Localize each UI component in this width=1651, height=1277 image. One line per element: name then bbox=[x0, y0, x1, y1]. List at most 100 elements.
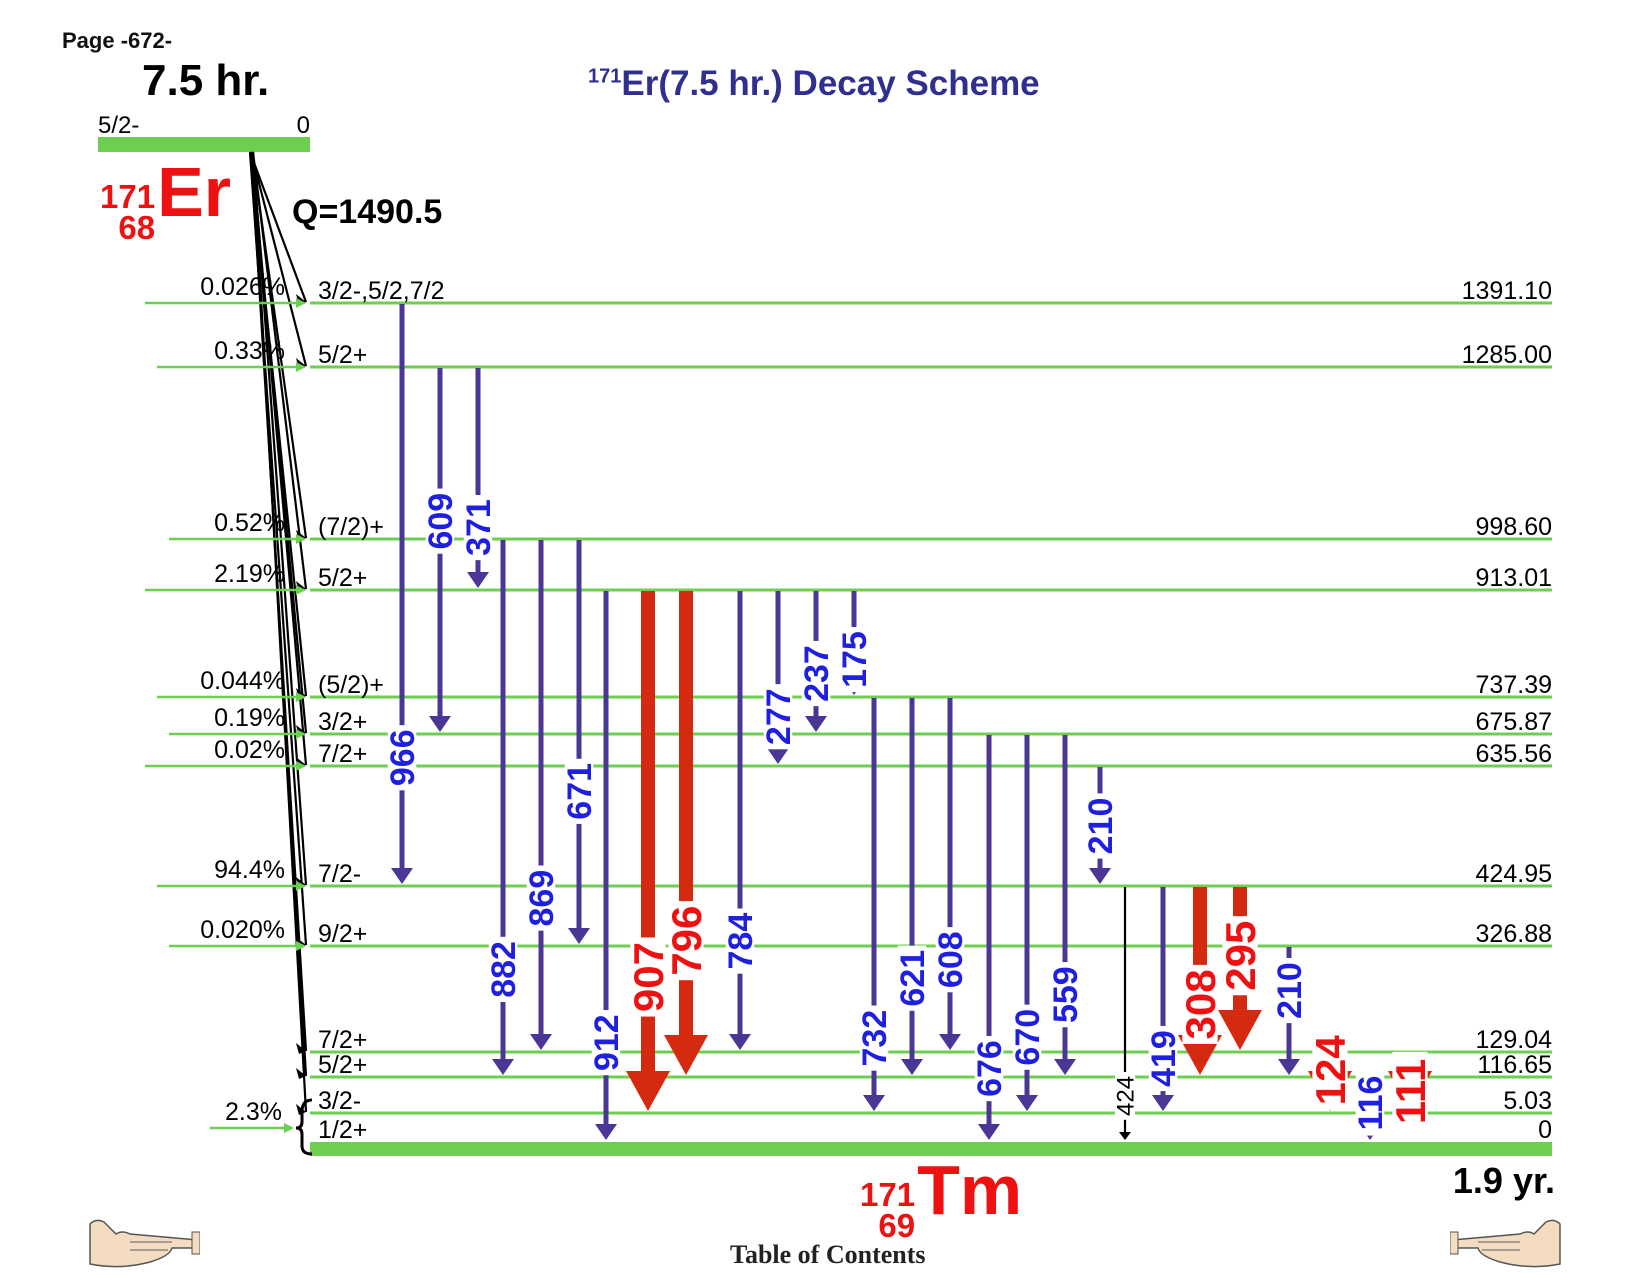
gamma-label-group-13: 732 bbox=[856, 1005, 894, 1071]
gamma-label-group-27: 111 bbox=[1387, 1051, 1434, 1131]
branch-feed-arrow-8 bbox=[296, 941, 306, 951]
beta-branch-0: 0.026% bbox=[200, 273, 285, 301]
level-spin-2: (7/2)+ bbox=[318, 513, 384, 541]
gamma-label-group-6: 912 bbox=[588, 1010, 626, 1076]
beta-branch-3: 2.19% bbox=[214, 560, 285, 588]
gamma-label-knockout-18 bbox=[1050, 962, 1080, 1028]
gamma-label-9: 784 bbox=[722, 913, 760, 970]
gamma-label-11: 237 bbox=[798, 645, 836, 702]
gamma-label-group-15: 608 bbox=[932, 927, 970, 993]
gamma-label-knockout-26 bbox=[1355, 1070, 1385, 1136]
gamma-label-knockout-3 bbox=[488, 936, 518, 1002]
gamma-label-7: 907 bbox=[625, 942, 672, 1012]
gamma-label-knockout-15 bbox=[935, 927, 965, 993]
branch-feed-arrow-5 bbox=[296, 729, 306, 739]
gamma-arrowhead-5 bbox=[568, 928, 590, 944]
beta-branch-7: 94.4% bbox=[214, 856, 285, 884]
level-energy-1: 1285.00 bbox=[1462, 341, 1552, 369]
gamma-label-knockout-25 bbox=[1312, 1030, 1348, 1110]
gamma-label-knockout-13 bbox=[859, 1005, 889, 1071]
ground-pair-branch: 2.3% bbox=[225, 1098, 282, 1126]
parent-symbol: Er bbox=[157, 153, 231, 231]
gamma-label-group-7: 907 bbox=[625, 937, 672, 1017]
branch-feed-arrow-1 bbox=[296, 362, 306, 372]
gamma-label-knockout-14 bbox=[897, 945, 927, 1011]
level-spin-4: (5/2)+ bbox=[318, 671, 384, 699]
branch-feed-arrow-2 bbox=[296, 534, 306, 544]
gamma-label-group-19: 210 bbox=[1082, 793, 1120, 859]
q-value: Q=1490.5 bbox=[292, 193, 443, 231]
gamma-arrowhead-9 bbox=[729, 1034, 751, 1050]
gamma-label-14: 621 bbox=[894, 950, 932, 1007]
gamma-arrowhead-3 bbox=[492, 1059, 514, 1075]
level-spin-7: 7/2- bbox=[318, 860, 361, 888]
branch-feed-arrow-0 bbox=[296, 298, 306, 308]
branch-feed-arrow-3 bbox=[296, 585, 306, 595]
gamma-label-15: 608 bbox=[932, 931, 970, 988]
level-spin-3: 5/2+ bbox=[318, 564, 367, 592]
gamma-label-group-23: 295 bbox=[1217, 916, 1264, 996]
parent-level-bar bbox=[98, 137, 310, 152]
ground-pair-feed-arrow bbox=[284, 1123, 294, 1133]
gamma-label-23: 295 bbox=[1217, 921, 1264, 991]
table-of-contents-link[interactable]: Table of Contents bbox=[730, 1240, 926, 1269]
gamma-label-group-14: 621 bbox=[894, 945, 932, 1011]
level-energy-0: 1391.10 bbox=[1462, 277, 1552, 305]
gamma-label-knockout-8 bbox=[668, 901, 704, 981]
gamma-label-1: 609 bbox=[422, 493, 460, 550]
title-text: Er(7.5 hr.) Decay Scheme bbox=[621, 64, 1040, 103]
gamma-label-24: 210 bbox=[1271, 962, 1309, 1019]
gamma-label-group-24: 210 bbox=[1271, 957, 1309, 1024]
daughter-half-life: 1.9 yr. bbox=[1452, 1160, 1555, 1201]
gamma-label-5: 671 bbox=[561, 763, 599, 820]
gamma-arrowhead-21 bbox=[1152, 1095, 1174, 1111]
gamma-label-20: 424 bbox=[1113, 1076, 1140, 1116]
gamma-label-group-5: 671 bbox=[561, 758, 599, 824]
gamma-label-knockout-11 bbox=[801, 640, 831, 707]
gamma-label-knockout-6 bbox=[591, 1010, 621, 1076]
gamma-arrowhead-24 bbox=[1278, 1059, 1300, 1075]
parent-atomic-number: 68 bbox=[118, 208, 156, 246]
gamma-label-4: 869 bbox=[523, 870, 561, 927]
gamma-label-22: 308 bbox=[1177, 969, 1224, 1039]
gamma-arrowhead-20 bbox=[1119, 1132, 1131, 1140]
beta-feed-line-0 bbox=[248, 151, 308, 303]
gamma-arrowhead-11 bbox=[805, 716, 827, 732]
gamma-arrowhead-22 bbox=[1178, 1035, 1222, 1075]
level-energy-11: 5.03 bbox=[1503, 1087, 1552, 1115]
gamma-label-18: 559 bbox=[1047, 966, 1085, 1023]
ground-pair-brace bbox=[295, 1098, 313, 1156]
gamma-label-knockout-7 bbox=[630, 937, 666, 1017]
gamma-arrowhead-17 bbox=[1016, 1095, 1038, 1111]
level-spin-1: 5/2+ bbox=[318, 341, 367, 369]
gamma-label-26: 116 bbox=[1352, 1076, 1390, 1131]
beta-branch-1: 0.33% bbox=[214, 337, 285, 365]
gamma-arrowhead-16 bbox=[978, 1124, 1000, 1140]
gamma-label-knockout-12 bbox=[839, 626, 869, 693]
gamma-arrowhead-2 bbox=[467, 572, 489, 588]
gamma-label-group-11: 237 bbox=[798, 640, 836, 707]
gamma-label-knockout-20 bbox=[1114, 1072, 1136, 1120]
gamma-arrowhead-14 bbox=[901, 1059, 923, 1075]
daughter-nuclide: 171 69Tm bbox=[860, 1150, 1023, 1242]
branch-feed-arrow-7 bbox=[296, 881, 306, 891]
pointing-hand-right-icon[interactable] bbox=[1449, 1212, 1590, 1277]
gamma-label-group-18: 559 bbox=[1047, 962, 1085, 1028]
level-spin-0: 3/2-,5/2,7/2 bbox=[318, 277, 444, 305]
daughter-mass-number: 171 bbox=[860, 1175, 916, 1213]
gamma-arrowhead-0 bbox=[391, 868, 413, 884]
title-mass-number: 171 bbox=[588, 65, 622, 88]
gamma-label-group-22: 308 bbox=[1177, 964, 1224, 1044]
level-energy-5: 675.87 bbox=[1476, 708, 1552, 736]
daughter-symbol: Tm bbox=[917, 1151, 1023, 1229]
level-energy-3: 913.01 bbox=[1476, 564, 1552, 592]
gamma-label-2: 371 bbox=[460, 499, 498, 556]
pointing-hand-left-icon[interactable] bbox=[60, 1212, 201, 1277]
gamma-label-group-26: 116 bbox=[1352, 1070, 1390, 1136]
level-spin-9: 7/2+ bbox=[318, 1026, 367, 1054]
level-spin-5: 3/2+ bbox=[318, 708, 367, 736]
level-energy-8: 326.88 bbox=[1476, 920, 1552, 948]
ground-level-bar bbox=[310, 1142, 1552, 1156]
gamma-label-3: 882 bbox=[485, 941, 523, 998]
level-energy-10: 116.65 bbox=[1477, 1051, 1552, 1079]
